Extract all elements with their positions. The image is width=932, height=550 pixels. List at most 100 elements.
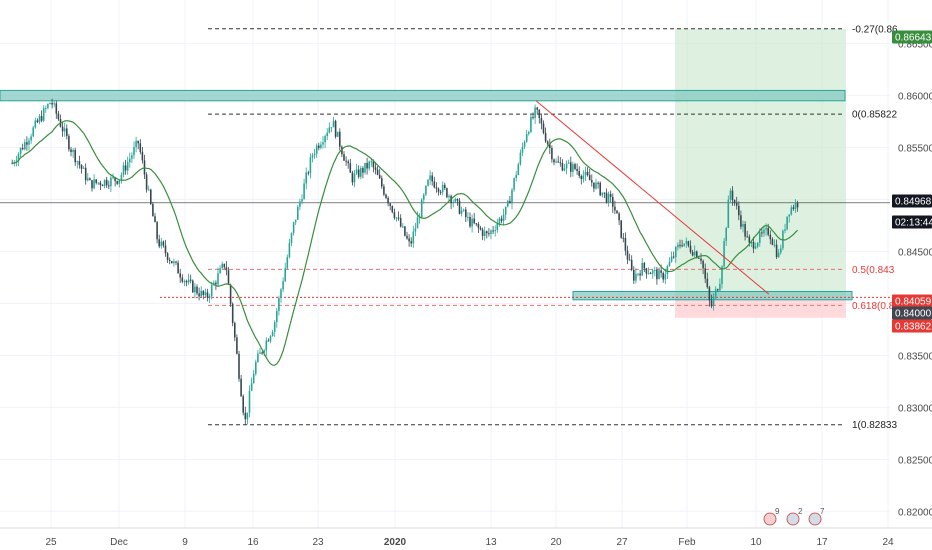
candle-body — [431, 175, 433, 182]
candle-body — [242, 396, 244, 413]
candle-body — [578, 171, 580, 177]
candle-body — [70, 149, 72, 152]
price-badge-text: 0.84968 — [895, 197, 932, 208]
candle-body — [349, 163, 352, 173]
candle-body — [593, 182, 595, 189]
candle-body — [250, 383, 253, 391]
candle-body — [311, 155, 314, 158]
candle-body — [553, 159, 555, 163]
resistance-zone[interactable] — [0, 89, 846, 102]
candle-body — [307, 172, 310, 174]
support-zone[interactable] — [572, 290, 853, 301]
candle-body — [580, 176, 583, 180]
candle-body — [318, 145, 320, 148]
x-tick-label: 17 — [816, 537, 828, 548]
candle-body — [649, 273, 652, 275]
candle-body — [639, 273, 641, 276]
candle-body — [704, 268, 706, 279]
candle-body — [72, 149, 74, 152]
candle-body — [599, 182, 601, 196]
candle-body — [660, 270, 662, 273]
candle-body — [622, 237, 625, 239]
candle-body — [437, 188, 440, 192]
x-tick-label: 9 — [182, 537, 188, 548]
candle-body — [565, 163, 568, 169]
candle-body — [635, 273, 637, 281]
stop-zone[interactable] — [675, 297, 846, 318]
candle-body — [315, 145, 318, 154]
candle-body — [383, 186, 385, 195]
candle-body — [525, 133, 528, 142]
candle-body — [780, 248, 782, 253]
candle-body — [444, 184, 446, 189]
candle-body — [108, 185, 110, 187]
candle-body — [664, 274, 667, 280]
eu-flag-icon[interactable] — [786, 512, 800, 526]
candle-body — [278, 297, 280, 311]
candle-body — [183, 281, 186, 283]
candle-body — [752, 241, 755, 249]
candle-body — [353, 173, 356, 183]
candle-body — [549, 144, 551, 149]
candle-body — [305, 172, 307, 184]
candle-body — [406, 235, 408, 239]
candle-body — [145, 174, 148, 190]
candle-body — [458, 200, 461, 214]
candle-body — [259, 352, 261, 354]
candle-body — [708, 287, 711, 301]
trendline[interactable] — [535, 100, 770, 295]
candle-body — [628, 259, 631, 261]
candle-body — [418, 217, 421, 219]
candle-body — [313, 153, 316, 156]
candle-body — [229, 284, 232, 304]
candle-body — [670, 256, 673, 262]
candle-body — [42, 108, 45, 121]
candle-body — [34, 120, 37, 128]
candle-body — [488, 233, 490, 235]
candle-body — [381, 178, 383, 187]
candle-body — [761, 232, 763, 234]
candle-body — [221, 263, 223, 269]
event-count: 2 — [798, 507, 803, 516]
candle-body — [322, 142, 324, 145]
candle-body — [28, 140, 30, 145]
candle-body — [738, 205, 740, 216]
price-badge-text: 02:13:44 — [895, 218, 932, 229]
uk-flag-icon[interactable] — [763, 512, 777, 526]
candle-body — [645, 268, 648, 274]
candle-body — [168, 259, 171, 262]
candle-body — [706, 278, 709, 288]
candle-body — [637, 273, 639, 275]
candle-body — [532, 116, 534, 118]
candle-body — [691, 251, 694, 256]
candle-body — [147, 189, 150, 191]
candle-body — [765, 227, 767, 230]
y-tick-label: 0.86000 — [898, 92, 932, 103]
candle-body — [607, 193, 610, 203]
candle-body — [725, 227, 727, 241]
candle-body — [534, 107, 536, 118]
candle-body — [252, 373, 255, 384]
eu-flag-icon[interactable] — [808, 512, 822, 526]
candle-body — [189, 279, 192, 281]
candle-body — [133, 147, 135, 156]
target-zone[interactable] — [675, 28, 846, 298]
moving-average-line[interactable] — [12, 120, 799, 366]
candle-body — [509, 200, 511, 204]
candle-body — [53, 103, 55, 105]
candle-body — [507, 200, 509, 207]
candle-body — [471, 218, 473, 227]
candle-body — [498, 218, 501, 224]
candle-body — [185, 281, 188, 283]
candle-body — [460, 210, 463, 214]
candle-body — [236, 337, 238, 354]
candle-body — [624, 238, 627, 251]
candle-body — [234, 323, 236, 338]
candle-body — [794, 202, 797, 209]
candle-body — [82, 167, 85, 169]
candle-body — [721, 266, 723, 284]
price-badge-text: 0.86643 — [895, 33, 932, 44]
candle-body — [45, 107, 47, 109]
